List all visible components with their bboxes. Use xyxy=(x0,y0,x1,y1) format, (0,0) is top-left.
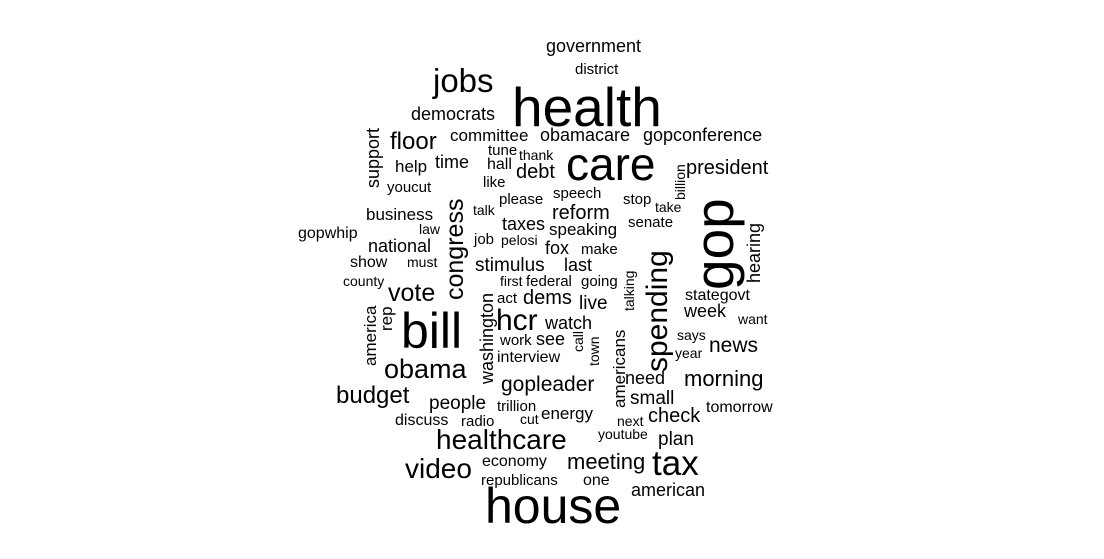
word-trillion: trillion xyxy=(497,398,537,415)
word-need: need xyxy=(625,368,666,388)
word-gopconference: gopconference xyxy=(643,125,763,145)
word-senate: senate xyxy=(628,214,674,231)
word-committee: committee xyxy=(450,126,529,145)
word-energy: energy xyxy=(541,404,593,423)
word-democrats: democrats xyxy=(411,104,496,124)
word-act: act xyxy=(497,290,518,307)
word-stop: stop xyxy=(623,191,652,208)
word-must: must xyxy=(407,254,438,270)
word-meeting: meeting xyxy=(567,449,646,474)
word-reform: reform xyxy=(552,202,610,224)
word-hcr: hcr xyxy=(496,304,538,337)
word-hall: hall xyxy=(487,156,512,173)
word-first: first xyxy=(500,273,523,289)
word-discuss: discuss xyxy=(395,412,449,429)
word-last: last xyxy=(564,255,593,275)
word-dems: dems xyxy=(523,287,572,309)
word-town: town xyxy=(586,336,602,366)
word-news: news xyxy=(709,334,759,357)
word-care: care xyxy=(566,138,656,190)
word-hearing: hearing xyxy=(744,222,764,283)
word-next: next xyxy=(617,413,644,429)
word-billion: billion xyxy=(672,164,688,200)
word-federal: federal xyxy=(526,273,572,290)
word-see: see xyxy=(536,329,566,349)
word-want: want xyxy=(738,311,768,327)
word-support: support xyxy=(363,127,383,188)
word-live: live xyxy=(579,293,608,314)
word-floor: floor xyxy=(390,128,437,155)
word-fox: fox xyxy=(545,238,570,258)
word-small: small xyxy=(630,388,675,409)
word-county: county xyxy=(343,273,385,289)
word-make: make xyxy=(581,241,618,258)
word-law: law xyxy=(419,221,441,237)
word-morning: morning xyxy=(684,366,764,391)
word-people: people xyxy=(429,393,487,414)
word-talking: talking xyxy=(621,270,637,311)
word-congress: congress xyxy=(441,198,469,300)
word-help: help xyxy=(395,157,428,176)
word-tax: tax xyxy=(652,444,699,483)
word-district: district xyxy=(575,61,619,78)
word-business: business xyxy=(366,205,434,224)
word-jobs: jobs xyxy=(433,62,494,99)
word-bill: bill xyxy=(401,303,463,359)
word-vote: vote xyxy=(388,279,436,307)
word-government: government xyxy=(546,36,642,56)
word-gopleader: gopleader xyxy=(501,373,595,396)
word-show: show xyxy=(350,254,388,271)
word-tomorrow: tomorrow xyxy=(706,399,773,416)
word-spending: spending xyxy=(641,250,674,372)
word-health: health xyxy=(512,76,662,138)
word-national: national xyxy=(368,236,432,256)
word-going: going xyxy=(581,273,618,290)
word-washington: washington xyxy=(477,292,497,384)
word-healthcare: healthcare xyxy=(436,424,567,455)
word-economy: economy xyxy=(482,453,547,470)
word-says: says xyxy=(677,327,706,343)
word-please: please xyxy=(499,191,544,208)
word-republicans: republicans xyxy=(481,472,558,489)
word-debt: debt xyxy=(516,161,555,183)
word-gop: gop xyxy=(683,198,745,290)
word-stimulus: stimulus xyxy=(475,255,545,276)
word-video: video xyxy=(405,453,472,484)
word-youcut: youcut xyxy=(387,179,432,196)
word-president: president xyxy=(686,157,769,179)
word-youtube: youtube xyxy=(598,426,648,442)
word-one: one xyxy=(583,472,610,489)
word-check: check xyxy=(648,405,701,427)
word-time: time xyxy=(435,152,470,172)
word-speech: speech xyxy=(553,185,602,202)
word-gopwhip: gopwhip xyxy=(298,225,358,242)
word-rep: rep xyxy=(377,306,396,331)
word-watch: watch xyxy=(545,313,593,333)
word-job: job xyxy=(474,231,495,248)
word-year: year xyxy=(675,345,703,361)
word-work: work xyxy=(500,332,532,349)
word-house: house xyxy=(485,478,622,534)
word-like: like xyxy=(483,174,506,191)
word-budget: budget xyxy=(336,382,410,409)
word-tune: tune xyxy=(488,142,518,159)
word-plan: plan xyxy=(658,429,694,450)
word-obama: obama xyxy=(384,354,467,384)
word-interview: interview xyxy=(497,349,561,366)
word-obamacare: obamacare xyxy=(540,125,631,145)
word-stategovt: stategovt xyxy=(685,287,750,304)
word-taxes: taxes xyxy=(502,214,546,234)
word-call: call xyxy=(570,330,586,352)
word-radio: radio xyxy=(461,413,495,430)
word-talk: talk xyxy=(473,202,495,218)
word-pelosi: pelosi xyxy=(501,232,538,248)
word-thank: thank xyxy=(519,147,554,163)
word-week: week xyxy=(684,301,727,321)
word-cut: cut xyxy=(520,411,539,427)
word-speaking: speaking xyxy=(549,220,618,239)
word-american: american xyxy=(631,480,706,500)
word-take: take xyxy=(655,199,682,215)
